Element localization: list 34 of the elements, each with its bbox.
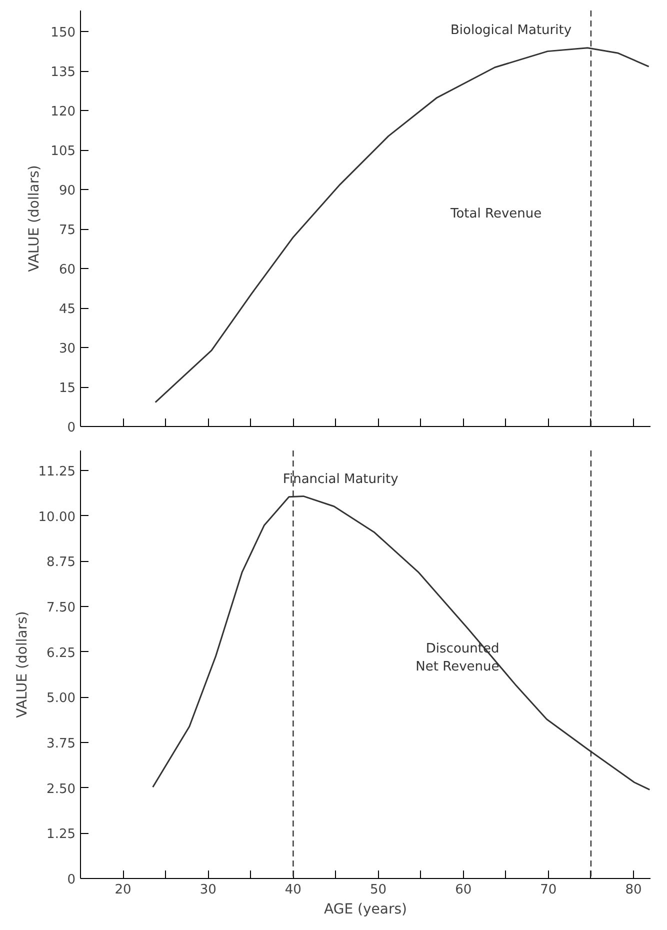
y-tick-label: 0 [67, 872, 76, 888]
y-tick-label: 0 [67, 420, 76, 436]
annotation: Total Revenue [450, 206, 542, 222]
y-tick-label: 120 [50, 104, 76, 120]
y-tick-label: 45 [58, 302, 76, 318]
annotation: Biological Maturity [450, 22, 572, 38]
y-tick-label: 105 [50, 144, 76, 160]
x-tick-label: 40 [284, 882, 302, 898]
x-axis-title: AGE (years) [324, 902, 407, 918]
y-tick-label: 90 [58, 184, 76, 199]
y-tick-label: 5.00 [46, 691, 76, 706]
y-tick-label: 30 [58, 342, 76, 357]
y-axis-title: VALUE (dollars) [14, 611, 30, 718]
x-tick-label: 20 [114, 882, 132, 898]
y-tick-label: 3.75 [46, 736, 76, 752]
annotation: Financial Maturity [282, 472, 399, 487]
y-tick-label: 75 [58, 223, 76, 238]
x-tick-label: 50 [370, 882, 387, 898]
y-tick-label: 11.25 [38, 464, 76, 480]
y-tick-label: 150 [50, 26, 76, 41]
x-tick-label: 80 [625, 882, 642, 898]
y-tick-label: 1.25 [46, 827, 76, 842]
x-tick-label: 60 [455, 882, 472, 898]
x-tick-label: 70 [540, 882, 557, 898]
y-tick-label: 8.75 [46, 555, 76, 570]
y-tick-label: 7.50 [46, 600, 76, 616]
y-axis-title: VALUE (dollars) [26, 165, 43, 272]
y-tick-label: 15 [58, 381, 76, 396]
y-tick-label: 60 [58, 262, 76, 278]
y-tick-label: 135 [50, 65, 76, 80]
y-tick-label: 6.25 [46, 646, 76, 661]
y-tick-label: 2.50 [46, 782, 76, 797]
x-tick-label: 30 [200, 882, 216, 898]
y-tick-label: 10.00 [38, 510, 76, 525]
